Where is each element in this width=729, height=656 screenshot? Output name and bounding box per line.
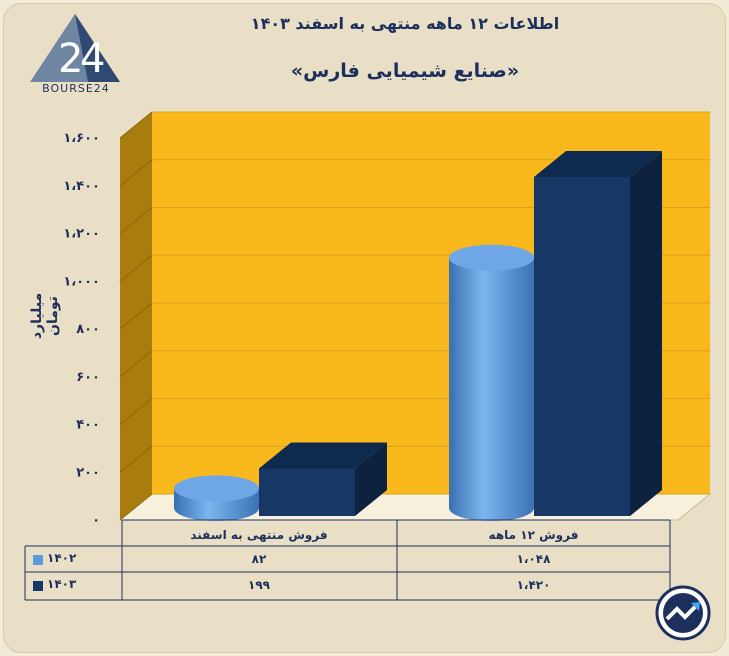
gridline-side: [119, 159, 153, 187]
gridline-side: [119, 493, 153, 521]
y-tick-label: ۱،۴۰۰: [63, 179, 100, 194]
y-tick-label: ۴۰۰: [76, 418, 100, 433]
y-tick-label: ۸۰۰: [76, 322, 100, 337]
value-1402-12month: ۱،۰۴۸: [516, 552, 551, 566]
y-tick-label: ۱،۶۰۰: [63, 131, 100, 146]
logo-text: BOURSE24: [42, 82, 110, 95]
bar-1403-front: [534, 176, 630, 516]
bar-1403-top: [259, 442, 387, 469]
y-tick-label: ۶۰۰: [76, 370, 100, 385]
bar-1402-top: [174, 475, 259, 502]
bar-1403-front: [259, 468, 355, 516]
gridline-side: [119, 254, 153, 282]
y-tick-label: ۰: [92, 513, 100, 528]
chart-subtitle: «صنایع شیمیایی فارس»: [290, 60, 520, 82]
legend-swatch-1402: [33, 555, 43, 565]
trend-badge-icon: [655, 585, 711, 641]
legend-1402: ۱۴۰۲: [33, 551, 103, 569]
y-tick-label: ۱،۲۰۰: [63, 227, 100, 242]
legend-label-1402: ۱۴۰۲: [47, 551, 77, 565]
bar-1403-side: [355, 442, 387, 516]
bourse24-logo-icon: 2 4: [30, 14, 120, 82]
bar-1402-top: [449, 244, 534, 271]
gridline-side: [119, 207, 153, 234]
category-label-12month: فروش ۱۲ ماهه: [488, 528, 579, 542]
bar-1403-top: [534, 150, 662, 177]
svg-text:4: 4: [80, 36, 105, 82]
legend-1403: ۱۴۰۳: [33, 577, 103, 595]
gridline-side: [119, 350, 153, 378]
chart-title: اطلاعات ۱۲ ماهه منتهی به اسفند ۱۴۰۳: [250, 14, 560, 33]
bar-1402-body: [449, 257, 534, 521]
svg-text:2: 2: [58, 36, 83, 82]
value-1402-monthly: ۸۲: [251, 552, 267, 566]
gridline-side: [119, 111, 153, 139]
value-1403-monthly: ۱۹۹: [248, 578, 270, 592]
value-1403-12month: ۱،۴۲۰: [516, 578, 551, 592]
gridline-side: [119, 398, 153, 425]
y-tick-label: ۲۰۰: [76, 465, 100, 480]
legend-swatch-1403: [33, 581, 43, 591]
gridline-side: [119, 302, 153, 330]
y-tick-label: ۱،۰۰۰: [63, 274, 100, 289]
gridline-side: [119, 445, 153, 473]
category-label-monthly: فروش منتهی به اسفند: [190, 528, 328, 542]
legend-label-1403: ۱۴۰۳: [47, 577, 77, 591]
bar-1403-side: [630, 150, 662, 516]
